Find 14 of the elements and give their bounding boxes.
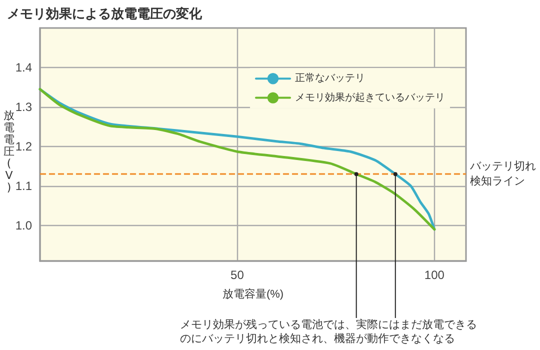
chart-title: メモリ効果による放電電圧の変化 [7,6,203,21]
ref-line-label: バッテリ切れ検知ライン [469,160,536,188]
x-axis-title: 放電容量(%) [222,288,284,300]
x-tick-label: 100 [424,268,445,282]
x-tick-label: 50 [230,268,244,282]
y-tick-label: 1.2 [15,139,32,154]
y-tick-label: 1.4 [15,60,32,74]
legend-label: 正常なバッテリ [295,72,365,84]
y-tick-label: 1.0 [15,218,32,232]
y-axis-title: 放電電圧(V) [3,109,15,194]
legend-label: メモリ効果が起きているバッテリ [295,91,445,104]
annotation: メモリ効果が残っている電池では、実際にはまだ放電できるのにバッテリ切れと検知され、機器が動作できなくなる [180,318,478,346]
y-tick-label: 1.1 [15,178,32,193]
y-tick-label: 1.3 [15,100,32,114]
